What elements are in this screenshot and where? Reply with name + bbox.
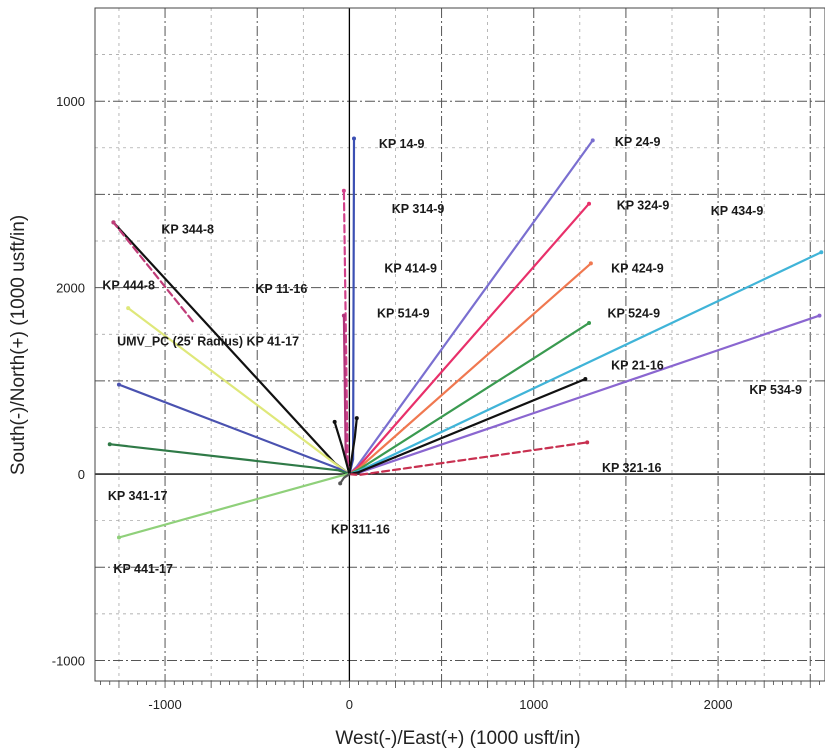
x-tick-label-3: 2000 (704, 697, 733, 712)
tick-labels: -1000 0 1000 2000 -1000 0 2000 1000 (52, 94, 733, 712)
series-endpoint-2 (590, 138, 595, 143)
well-label-8: KP 444-8 (102, 279, 155, 293)
series-endpoint-6 (819, 250, 824, 255)
series-endpoint-18 (332, 419, 337, 424)
series-line-11 (112, 221, 194, 323)
grid (95, 7, 825, 688)
well-label-11: KP 524-9 (607, 306, 660, 320)
series-endpoint-8 (583, 376, 588, 381)
series-endpoint-1 (341, 188, 346, 193)
series-endpoint-4 (588, 261, 593, 266)
series-endpoint-11 (111, 220, 116, 225)
series-endpoint-13 (116, 382, 121, 387)
zero-lines (95, 8, 825, 681)
well-label-4: KP 434-9 (711, 204, 764, 218)
well-label-13: KP 21-16 (611, 359, 664, 373)
series-endpoint-7 (817, 313, 822, 318)
series-line-18 (333, 420, 351, 476)
well-label-16: KP 341-17 (108, 489, 168, 503)
y-tick-label-1: 0 (78, 467, 85, 482)
well-label-5: KP 344-8 (161, 223, 214, 237)
well-label-15: KP 321-16 (602, 461, 662, 475)
well-label-1: KP 24-9 (615, 135, 661, 149)
series-endpoint-17 (354, 416, 359, 421)
series-endpoint-14 (107, 442, 112, 447)
well-label-2: KP 314-9 (392, 202, 445, 216)
series-line-19 (339, 473, 351, 485)
series-endpoint-3 (587, 201, 592, 206)
plot-frame (94, 7, 825, 682)
x-tick-label-1: 0 (346, 697, 353, 712)
y-tick-label-2: 2000 (56, 281, 85, 296)
series-endpoint-12 (126, 306, 131, 311)
well-label-12: UMV_PC (25' Radius) KP 41-17 (117, 334, 299, 348)
series-endpoint-9 (585, 440, 590, 445)
series-endpoint-0 (352, 136, 357, 141)
series-endpoint-16 (341, 313, 346, 318)
well-label-3: KP 324-9 (617, 198, 670, 212)
series-line-14 (108, 443, 351, 476)
series-endpoint-15 (116, 535, 121, 540)
annotation-layer: KP 14-9 KP 24-9 KP 314-9 KP 324-9 KP 434-9 KP… (102, 135, 802, 576)
y-tick-label-0: -1000 (52, 653, 85, 668)
y-tick-label-3: 1000 (56, 94, 85, 109)
series-line-9 (348, 441, 589, 477)
well-label-14: KP 534-9 (749, 383, 802, 397)
well-label-6: KP 414-9 (384, 262, 437, 276)
series-layer (107, 136, 824, 540)
series-endpoint-5 (587, 321, 592, 326)
well-label-17: KP 311-16 (331, 523, 390, 537)
well-label-0: KP 14-9 (379, 137, 425, 151)
x-tick-label-0: -1000 (148, 697, 181, 712)
series-line-15 (117, 473, 351, 539)
x-axis-label: West(-)/East(+) (1000 usft/in) (335, 728, 580, 749)
series-endpoint-19 (338, 481, 343, 486)
well-label-18: KP 441-17 (113, 562, 173, 576)
well-label-10: KP 514-9 (377, 306, 430, 320)
well-label-7: KP 424-9 (611, 262, 664, 276)
well-label-9: KP 11-16 (255, 282, 307, 296)
x-tick-label-2: 1000 (519, 697, 548, 712)
y-axis-label: South(-)/North(+) (1000 usft/in) (8, 215, 29, 475)
series-line-17 (348, 417, 358, 476)
